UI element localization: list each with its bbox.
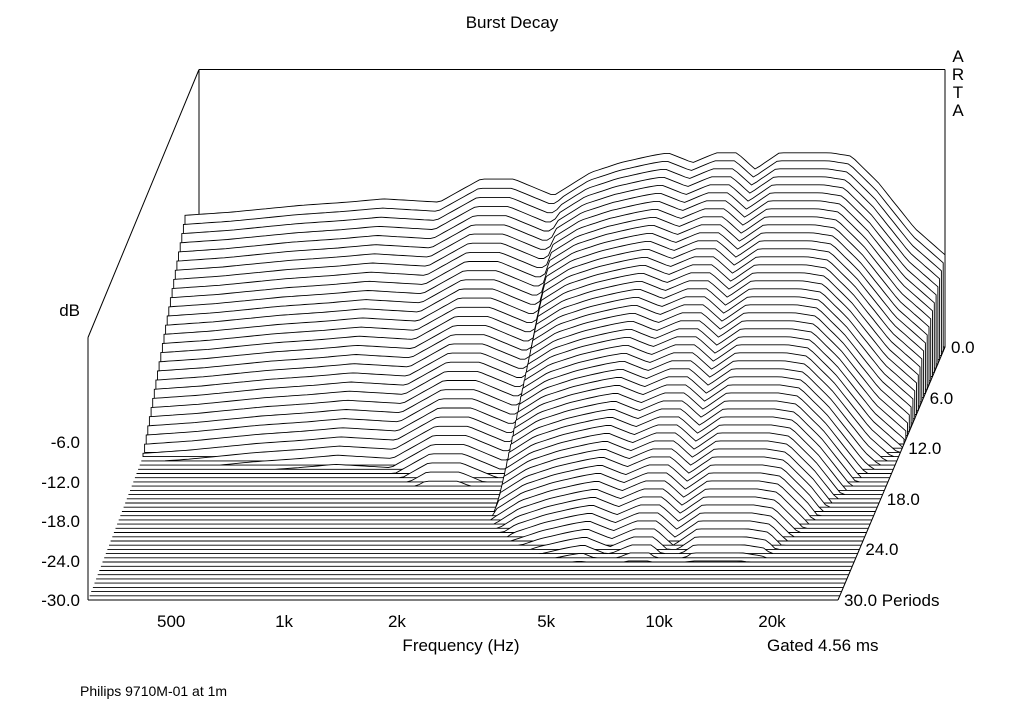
- watermark-letter: R: [951, 65, 965, 84]
- x-tick-label: 20k: [758, 612, 786, 631]
- y-tick-label: -30.0: [41, 591, 80, 610]
- decay-slice: [112, 512, 865, 538]
- y-tick-label: -12.0: [41, 472, 80, 492]
- x-tick-label: 1k: [275, 612, 294, 631]
- y-axis-label: dB: [59, 301, 80, 320]
- z-tick-label: 18.0: [886, 489, 920, 509]
- y-tick-label: -24.0: [41, 551, 80, 571]
- y-tick-label: -6.0: [50, 433, 80, 452]
- z-tick-label: 12.0: [908, 439, 942, 459]
- x-tick-label: 5k: [537, 612, 556, 631]
- decay-slice: [107, 536, 860, 550]
- watermark-letter: A: [952, 101, 964, 120]
- left-top-edge: [87, 69, 200, 338]
- y-tick-label: -18.0: [41, 512, 80, 531]
- decay-slice: [104, 552, 856, 559]
- watermark-letter: T: [952, 83, 964, 102]
- watermark-letter: A: [952, 47, 964, 66]
- z-tick-label: 0.0: [951, 338, 975, 357]
- decay-slice: [113, 504, 867, 533]
- z-tick-label: 30.0 Periods: [844, 591, 940, 610]
- decay-slice: [102, 560, 854, 563]
- z-tick-label: 6.0: [929, 388, 954, 408]
- gated-label: Gated 4.56 ms: [767, 636, 879, 655]
- chart-title: Burst Decay: [465, 13, 559, 32]
- x-tick-label: 2k: [387, 612, 406, 631]
- x-tick-label: 500: [157, 612, 186, 631]
- x-axis-label: Frequency (Hz): [402, 636, 520, 655]
- footnote: Philips 9710M-01 at 1m: [80, 683, 228, 699]
- decay-slice: [105, 544, 858, 555]
- decay-slices: [88, 152, 946, 601]
- x-tick-label: 10k: [645, 612, 673, 631]
- z-tick-label: 24.0: [865, 540, 899, 560]
